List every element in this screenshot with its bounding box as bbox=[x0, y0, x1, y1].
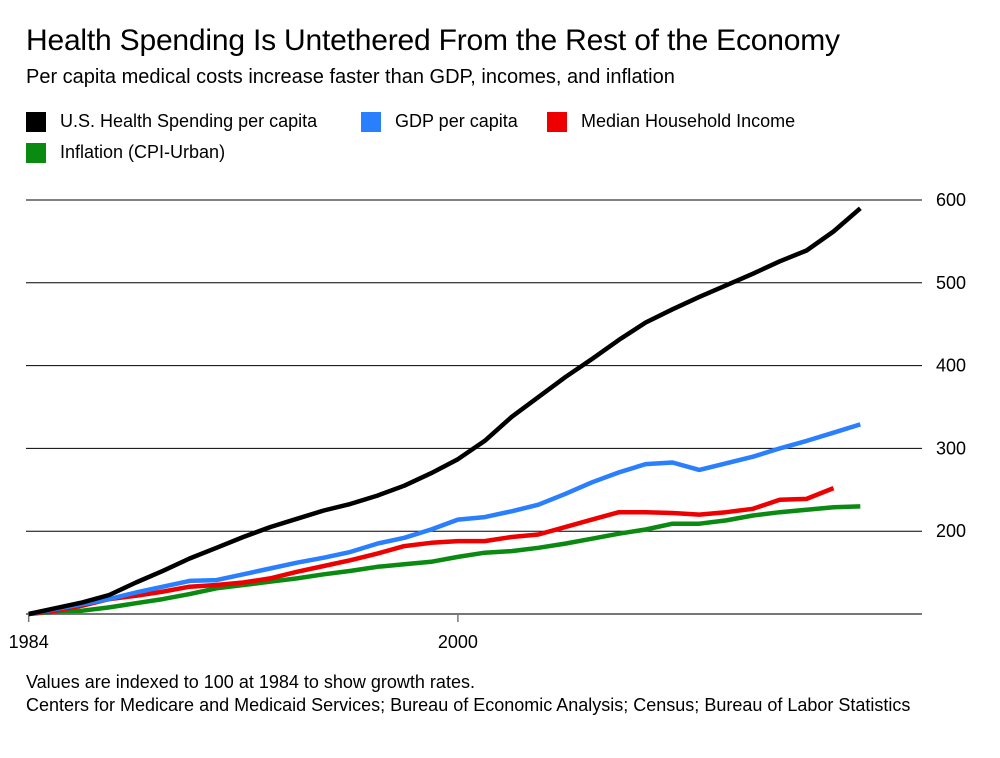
chart-subtitle: Per capita medical costs increase faster… bbox=[26, 66, 675, 88]
x-tick-label-2000: 2000 bbox=[438, 632, 478, 652]
y-tick-label-500: 500 bbox=[936, 273, 966, 293]
source-note: Centers for Medicare and Medicaid Servic… bbox=[26, 695, 911, 715]
legend-item-inflation: Inflation (CPI-Urban) bbox=[26, 142, 225, 163]
line-chart: 200 300 400 500 600 1984 2000 bbox=[9, 190, 966, 652]
legend-swatch-median-income bbox=[547, 111, 567, 132]
y-tick-label-300: 300 bbox=[936, 438, 966, 458]
series-line-median-income bbox=[28, 486, 835, 617]
y-tick-label-600: 600 bbox=[936, 190, 966, 210]
index-note: Values are indexed to 100 at 1984 to sho… bbox=[26, 672, 475, 692]
legend-label-median-income: Median Household Income bbox=[581, 111, 796, 131]
series-line-health-spending bbox=[28, 206, 862, 617]
y-tick-label-200: 200 bbox=[936, 521, 966, 541]
legend-label-gdp: GDP per capita bbox=[395, 111, 518, 131]
legend-item-health-spending: U.S. Health Spending per capita bbox=[26, 111, 317, 132]
legend-swatch-health-spending bbox=[26, 111, 46, 132]
legend-label-inflation: Inflation (CPI-Urban) bbox=[60, 142, 226, 162]
legend-swatch-inflation bbox=[26, 142, 46, 163]
legend-item-gdp: GDP per capita bbox=[361, 111, 518, 132]
y-tick-label-400: 400 bbox=[936, 356, 966, 376]
series-line-gdp bbox=[28, 422, 861, 617]
chart-footer: Values are indexed to 100 at 1984 to sho… bbox=[26, 671, 956, 717]
legend-swatch-gdp bbox=[361, 111, 381, 132]
legend-label-health-spending: U.S. Health Spending per capita bbox=[60, 111, 318, 131]
legend-item-median-income: Median Household Income bbox=[547, 111, 795, 132]
chart-title: Health Spending Is Untethered From the R… bbox=[26, 24, 840, 57]
x-tick-label-1984: 1984 bbox=[9, 632, 49, 652]
series-line-inflation bbox=[28, 504, 861, 617]
